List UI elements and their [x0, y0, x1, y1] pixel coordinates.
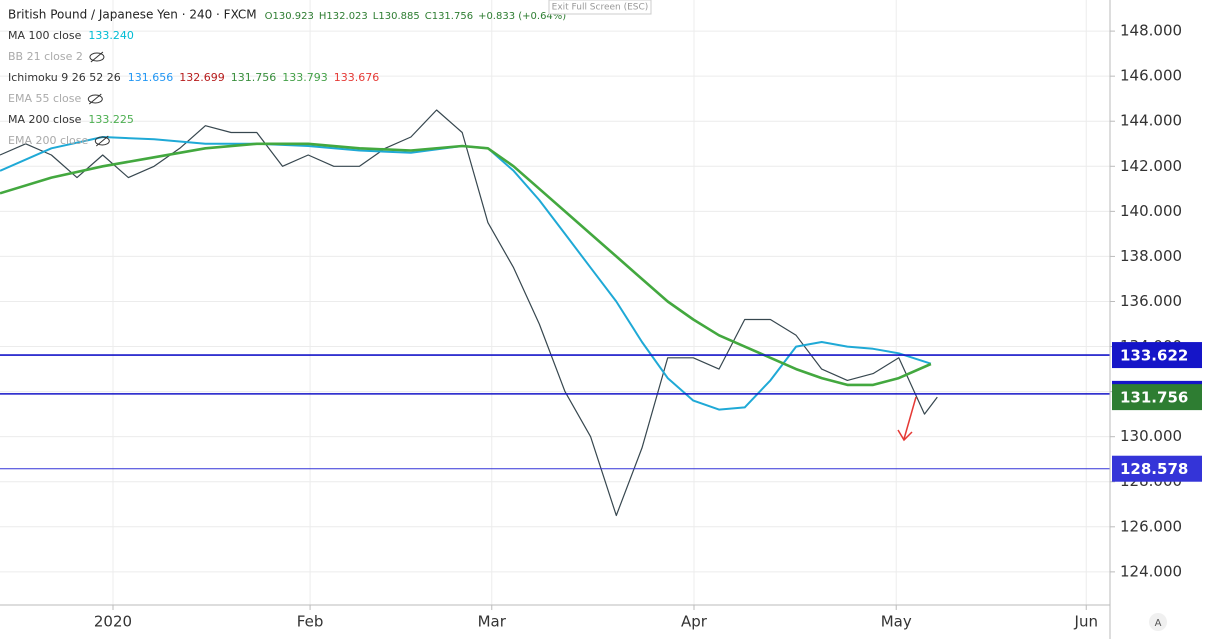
ohlc-value: O130.923	[265, 11, 314, 22]
x-tick-label: Feb	[297, 613, 324, 631]
hidden-eye-slash	[90, 51, 104, 63]
y-tick-label: 140.000	[1120, 202, 1182, 220]
last-price-label: 131.756	[1120, 389, 1188, 407]
y-tick-label: 146.000	[1120, 67, 1182, 85]
y-tick-label: 136.000	[1120, 292, 1182, 310]
hidden-eye-slash	[88, 93, 102, 105]
ohlc-value: C131.756	[425, 11, 473, 22]
plot	[0, 109, 1110, 517]
indicator-value: 131.656	[128, 71, 174, 84]
indicator-value: 133.240	[88, 29, 134, 42]
indicator-name: Ichimoku 9 26 52 26	[8, 71, 121, 84]
y-tick-label: 126.000	[1120, 517, 1182, 535]
indicator-name: MA 100 close	[8, 29, 82, 42]
x-tick-label: Mar	[478, 613, 507, 631]
indicator-name: EMA 200 close	[8, 134, 89, 147]
arrow-head	[897, 429, 913, 442]
series-line	[0, 142, 932, 387]
fullscreen-hint-box[interactable]	[548, 0, 652, 15]
level-label-box	[1112, 455, 1202, 482]
auto-scale-label[interactable]: A	[1155, 618, 1162, 629]
indicator-value: 133.676	[334, 71, 380, 84]
indicator-name: EMA 55 close	[8, 92, 82, 105]
hidden-eye-icon	[89, 52, 105, 62]
chart-title: British Pound / Japanese Yen · 240 · FXC…	[8, 8, 257, 22]
indicator-value: 133.225	[88, 113, 134, 126]
series-line	[0, 136, 932, 411]
arrow-shaft	[903, 396, 917, 440]
y-tick-label: 144.000	[1120, 112, 1182, 130]
x-tick-label: Jun	[1074, 613, 1098, 631]
y-tick-label: 124.000	[1120, 562, 1182, 580]
series-line	[0, 109, 938, 517]
indicator-name: MA 200 close	[8, 113, 82, 126]
last-price-box	[1112, 384, 1202, 411]
fullscreen-hint[interactable]: Exit Full Screen (ESC)	[552, 3, 649, 13]
y-tick-label: 148.000	[1120, 22, 1182, 40]
grid	[0, 0, 1110, 605]
axes: 124.000126.000128.000130.000132.000134.0…	[94, 22, 1202, 631]
ohlc-value: +0.833 (+0.64%)	[478, 11, 566, 22]
x-tick-label: Apr	[681, 613, 708, 631]
arrow-annotation	[897, 396, 917, 442]
x-tick-label: May	[881, 613, 912, 631]
hidden-eye-icon	[94, 136, 110, 146]
y-tick-label: 142.000	[1120, 157, 1182, 175]
indicator-name: BB 21 close 2	[8, 50, 83, 63]
ohlc-value: H132.023	[319, 11, 368, 22]
indicator-value: 132.699	[179, 71, 225, 84]
level-label: 128.578	[1120, 460, 1188, 478]
indicator-value: 131.756	[231, 71, 277, 84]
legend: British Pound / Japanese Yen · 240 · FXC…	[8, 8, 566, 148]
x-tick-label: 2020	[94, 613, 132, 631]
ohlc-value: L130.885	[373, 11, 420, 22]
hidden-eye-icon	[87, 94, 103, 104]
level-label: 133.622	[1120, 347, 1188, 365]
indicator-value: 133.793	[282, 71, 328, 84]
y-tick-label: 138.000	[1120, 247, 1182, 265]
auto-scale-button[interactable]	[1149, 613, 1167, 631]
hidden-eye-slash	[95, 135, 109, 147]
y-tick-label: 130.000	[1120, 427, 1182, 445]
level-label-box	[1112, 342, 1202, 369]
